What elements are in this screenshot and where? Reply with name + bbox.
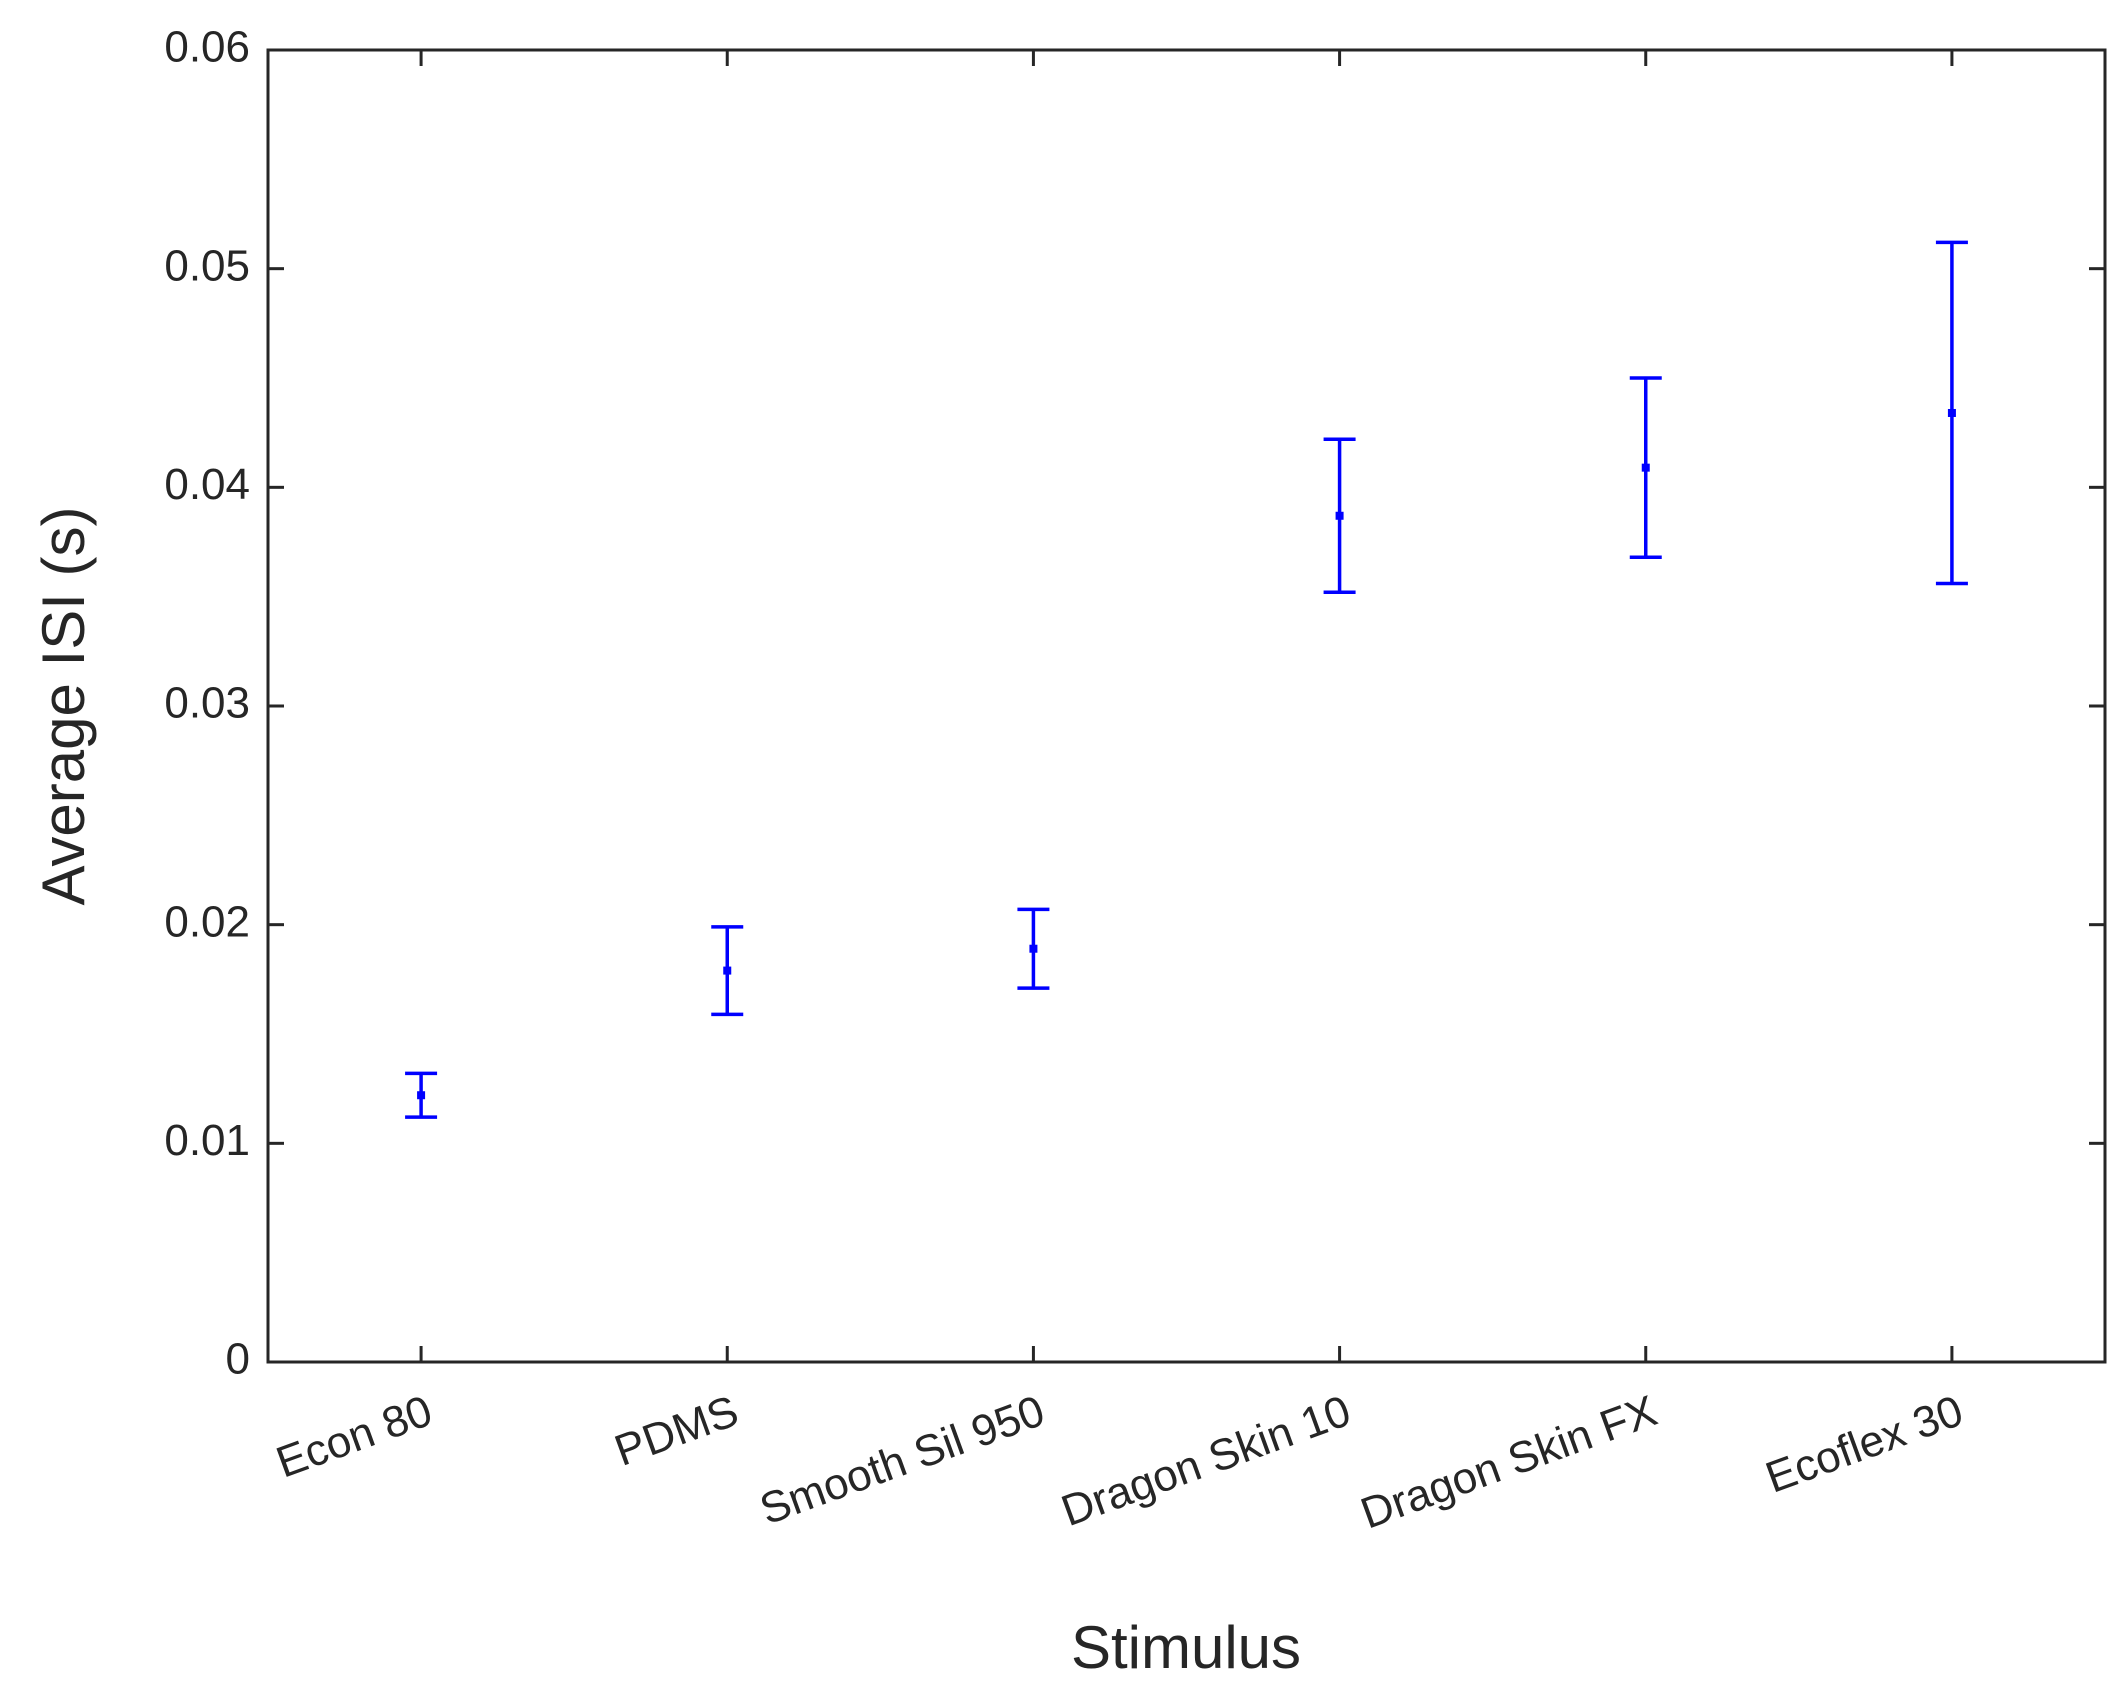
y-tick-label: 0.06 [164, 23, 250, 72]
point [1335, 511, 1344, 520]
y-tick-label: 0.02 [164, 897, 250, 946]
x-tick-label: Econ 80 [270, 1386, 438, 1487]
point [723, 966, 732, 975]
y-axis-label: Average ISI (s) [30, 506, 97, 905]
y-tick-label: 0.03 [164, 679, 250, 728]
y-tick-label: 0 [226, 1335, 250, 1384]
point [1029, 944, 1038, 953]
x-axis-label: Stimulus [1071, 1614, 1301, 1681]
plot-frame [266, 48, 2107, 1364]
x-tick-label: Smooth Sil 950 [754, 1386, 1051, 1534]
point [417, 1091, 426, 1100]
x-tick-label: Dragon Skin 10 [1055, 1386, 1357, 1536]
y-tick-label: 0.04 [164, 460, 250, 509]
x-tick-label: Ecoflex 30 [1759, 1386, 1969, 1502]
y-tick-label: 0.01 [164, 1116, 250, 1165]
y-tick-label: 0.05 [164, 241, 250, 290]
point [1641, 463, 1650, 472]
x-tick-label: PDMS [608, 1386, 744, 1476]
x-tick-label: Dragon Skin FX [1355, 1386, 1664, 1538]
point [1947, 408, 1956, 417]
